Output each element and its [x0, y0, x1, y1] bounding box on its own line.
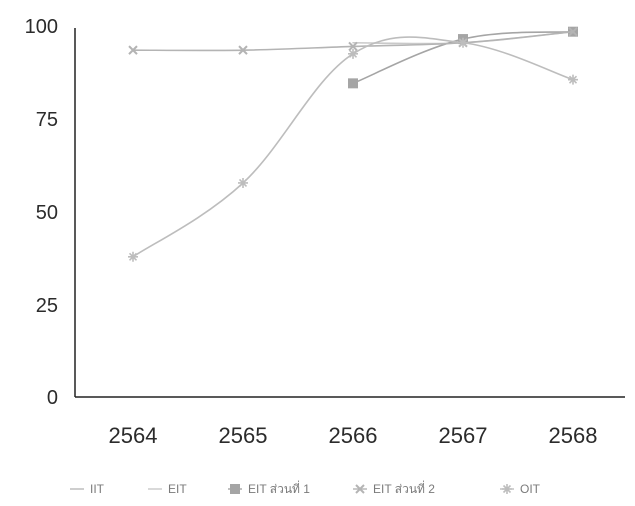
data-point: [568, 74, 578, 85]
legend-label: IIT: [90, 482, 105, 496]
series-line: [132, 36, 574, 258]
legend-marker: [355, 484, 365, 494]
x-tick-label: 2568: [549, 423, 598, 448]
series-3: [348, 26, 578, 89]
y-tick-label: 50: [36, 202, 58, 224]
x-tick-label: 2564: [109, 423, 158, 448]
data-point: [128, 45, 138, 55]
legend-item: EIT ส่วนที่ 1: [228, 480, 310, 496]
series-5: [128, 36, 578, 262]
legend-marker: [502, 484, 512, 494]
legend-item: IIT: [70, 482, 105, 496]
data-point: [568, 26, 578, 37]
data-point: [238, 45, 248, 55]
legend-item: EIT ส่วนที่ 2: [353, 480, 435, 496]
legend-label: EIT ส่วนที่ 1: [248, 480, 310, 496]
y-axis-ticks: 100 75 50 25 0: [25, 16, 58, 409]
series-layer: [128, 26, 578, 262]
legend-item: OIT: [500, 482, 541, 496]
x-tick-label: 2565: [219, 423, 268, 448]
y-tick-label: 0: [47, 387, 58, 409]
legend-label: EIT ส่วนที่ 2: [373, 480, 435, 496]
legend-label: EIT: [168, 482, 187, 496]
data-point: [458, 37, 468, 48]
data-point: [348, 41, 358, 52]
y-tick-label: 100: [25, 16, 58, 38]
y-tick-label: 75: [36, 109, 58, 131]
x-tick-label: 2567: [439, 423, 488, 448]
legend-marker: [230, 484, 240, 494]
x-axis-ticks: 2564 2565 2566 2567 2568: [109, 423, 598, 448]
data-point: [348, 78, 358, 89]
legend-label: OIT: [520, 482, 541, 496]
data-point: [238, 177, 248, 188]
x-tick-label: 2566: [329, 423, 378, 448]
data-point: [128, 251, 138, 262]
data-point: [348, 48, 358, 59]
legend-item: EIT: [148, 482, 187, 496]
y-tick-label: 25: [36, 295, 58, 317]
legend: IIT EIT EIT ส่วนที่ 1 EIT ส่วนที่ 2 OIT: [70, 480, 541, 496]
